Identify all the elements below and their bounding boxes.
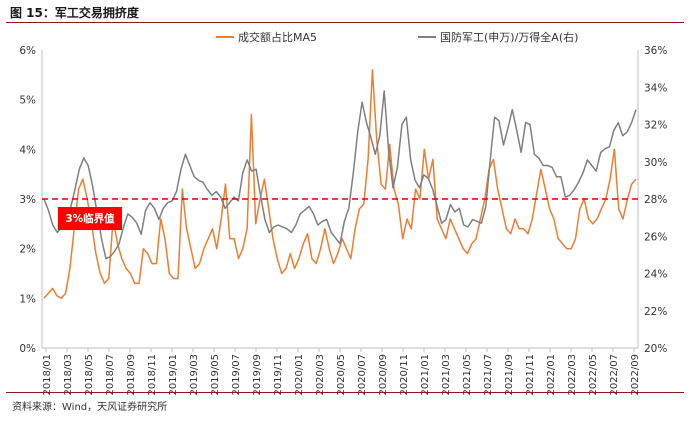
x-tick-label: 2019/07: [231, 354, 242, 396]
axis-layer: 0% 1% 2% 3% 4% 5% 6% 20% 22% 24% 26% 28% 30% 32% 34% 36…: [19, 45, 667, 396]
threshold-badge-label: 3%临界值: [65, 212, 115, 225]
right-tick-label: 34%: [644, 82, 667, 94]
right-tick-label: 32%: [644, 120, 667, 132]
x-tick-label: 2021/07: [483, 354, 494, 396]
threshold-badge-box: [58, 207, 122, 230]
x-tick-label: 2020/09: [378, 354, 389, 396]
x-tick-label: 2022/09: [630, 354, 641, 396]
x-tick-label: 2022/01: [546, 354, 557, 396]
x-tick-label: 2021/09: [504, 354, 515, 396]
x-tick-label: 2019/01: [168, 354, 179, 396]
x-tick-label: 2019/09: [252, 354, 263, 396]
series-layer: [42, 69, 638, 300]
series-line-turnover-share-ma5: [43, 69, 637, 300]
right-tick-label: 28%: [644, 194, 667, 206]
left-tick-label: 0%: [19, 343, 36, 355]
right-tick-label: 30%: [644, 157, 667, 169]
x-tick-label: 2020/11: [399, 354, 410, 396]
legend-label: 成交额占比MA5: [238, 30, 317, 44]
x-tick-label: 2020/05: [336, 354, 347, 396]
left-tick-label: 3%: [19, 194, 36, 206]
x-tick-label: 2020/07: [357, 354, 368, 396]
x-tick-label: 2018/09: [126, 354, 137, 396]
x-tick-label: 2018/07: [105, 354, 116, 396]
x-tick-label: 2022/07: [609, 354, 620, 396]
x-tick-label: 2019/11: [273, 354, 284, 396]
x-tick-label: 2019/03: [189, 354, 200, 396]
figure-title: 图 15：军工交易拥挤度: [10, 6, 139, 20]
x-tick-label: 2018/11: [147, 354, 158, 396]
x-tick-label: 2020/03: [315, 354, 326, 396]
right-tick-label: 22%: [644, 306, 667, 318]
legend-label: 国防军工(申万)/万得全A(右): [440, 30, 578, 44]
x-tick-label: 2021/05: [462, 354, 473, 396]
x-tick-label: 2018/05: [84, 354, 95, 396]
x-tick-label: 2022/03: [567, 354, 578, 396]
x-tick-label: 2019/05: [210, 354, 221, 396]
right-tick-label: 20%: [644, 343, 667, 355]
x-tick-label: 2021/03: [441, 354, 452, 396]
left-tick-label: 2%: [19, 244, 36, 256]
footer-rule: [6, 392, 684, 393]
left-tick-label: 5%: [19, 95, 36, 107]
chart-legend: 成交额占比MA5 国防军工(申万)/万得全A(右): [216, 30, 578, 44]
x-tick-label: 2021/11: [525, 354, 536, 396]
x-tick-label: 2020/01: [294, 354, 305, 396]
x-tick-label: 2018/01: [42, 354, 53, 396]
x-tick-label: 2018/03: [63, 354, 74, 396]
left-tick-label: 4%: [19, 144, 36, 156]
left-tick-label: 6%: [19, 45, 36, 57]
threshold-badge: 3%临界值: [58, 207, 122, 230]
right-tick-label: 24%: [644, 269, 667, 281]
series-line-defense-relative-index: [43, 90, 637, 260]
left-tick-label: 1%: [19, 293, 36, 305]
right-tick-label: 36%: [644, 45, 667, 57]
source-note: 资料来源：Wind，天风证券研究所: [12, 402, 168, 413]
right-tick-label: 26%: [644, 231, 667, 243]
x-tick-label: 2022/05: [588, 354, 599, 396]
x-tick-label: 2021/01: [420, 354, 431, 396]
figure-title-bar: 图 15：军工交易拥挤度: [6, 2, 684, 23]
